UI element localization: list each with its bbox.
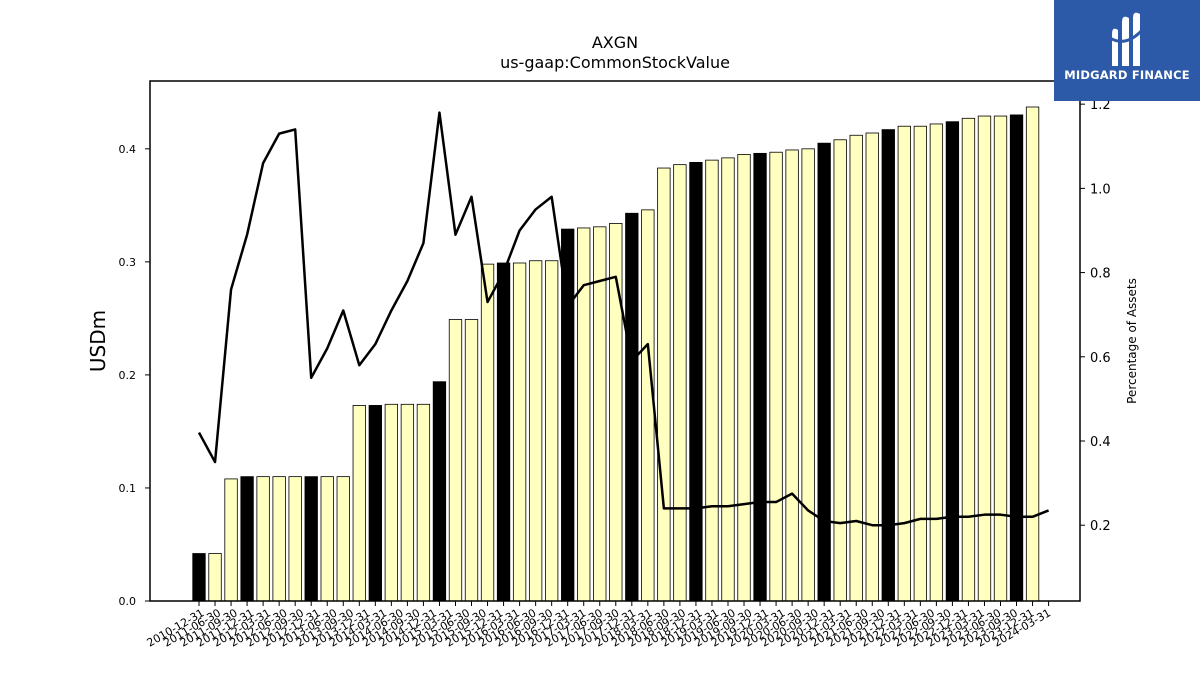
bar — [448, 319, 463, 602]
y2-tick-label: 1.2 — [1090, 98, 1111, 113]
bar — [304, 476, 318, 602]
y2-tick-label: 0.8 — [1090, 267, 1111, 282]
y-tick-label: 0.4 — [119, 143, 137, 156]
midgard-logo-icon — [1109, 12, 1146, 67]
bar — [545, 260, 559, 602]
y-axis-left: 0.0 0.1 0.2 0.3 0.4 — [119, 143, 150, 608]
y2-tick-label: 0.2 — [1090, 519, 1111, 534]
y-tick-label: 0.2 — [119, 369, 137, 382]
line-series — [197, 111, 1050, 527]
bar — [689, 161, 703, 602]
bar — [1025, 106, 1040, 602]
y-tick-label: 0.3 — [119, 256, 137, 269]
bar — [945, 121, 960, 602]
bar — [256, 476, 270, 602]
bar — [673, 164, 687, 602]
bar — [512, 262, 527, 602]
bar — [272, 476, 286, 602]
bar — [400, 403, 415, 602]
line-percentage-of-assets — [197, 111, 1050, 527]
bar — [721, 157, 735, 602]
y-tick-label: 0.1 — [119, 482, 137, 495]
bar — [865, 132, 879, 602]
bar — [240, 476, 254, 602]
bar — [801, 148, 815, 602]
bar — [368, 405, 382, 602]
chart-subtitle: us-gaap:CommonStockValue — [500, 53, 730, 72]
y2-axis-label: Percentage of Assets — [1125, 278, 1139, 404]
bar — [352, 405, 366, 602]
bar — [705, 159, 719, 602]
bar — [897, 125, 911, 602]
bar — [288, 476, 302, 602]
bar — [817, 142, 831, 602]
bar — [464, 319, 479, 602]
plot-frame — [149, 80, 1081, 602]
x-axis: 2010-12-312011-06-302011-09-302011-12-31… — [145, 601, 1053, 650]
bar — [192, 553, 206, 602]
bar — [224, 478, 238, 602]
brand-name: MIDGARD FINANCE — [1064, 68, 1190, 82]
bar — [528, 260, 543, 602]
bars — [192, 106, 1040, 602]
bar — [849, 134, 863, 602]
bar — [785, 149, 799, 602]
bar — [833, 139, 847, 602]
brand-logo: MIDGARD FINANCE — [1054, 0, 1200, 101]
bar — [737, 154, 751, 602]
bar — [881, 129, 895, 602]
y-axis-label: USDm — [86, 310, 110, 372]
bar — [336, 476, 350, 602]
bar — [384, 403, 399, 602]
bar — [208, 553, 222, 602]
bar — [657, 167, 671, 602]
bar — [977, 115, 992, 602]
y-tick-label: 0.0 — [119, 595, 137, 608]
y2-tick-label: 1.0 — [1090, 182, 1111, 197]
bar — [641, 209, 655, 602]
bar — [769, 151, 783, 602]
bar — [913, 125, 927, 602]
bar — [432, 381, 447, 602]
y-axis-right: 0.2 0.4 0.6 0.8 1.0 1.2 — [1080, 98, 1111, 534]
y2-tick-label: 0.4 — [1090, 435, 1111, 450]
bar — [625, 212, 639, 602]
bar — [496, 262, 511, 602]
bar — [480, 263, 495, 602]
bar — [1009, 114, 1024, 602]
bar — [993, 115, 1008, 602]
bar — [961, 117, 976, 602]
bar — [320, 476, 334, 602]
bar — [416, 403, 431, 602]
y2-tick-label: 0.6 — [1090, 351, 1111, 366]
chart-title: AXGN — [592, 33, 638, 52]
bar — [929, 123, 944, 602]
bar — [753, 152, 767, 602]
